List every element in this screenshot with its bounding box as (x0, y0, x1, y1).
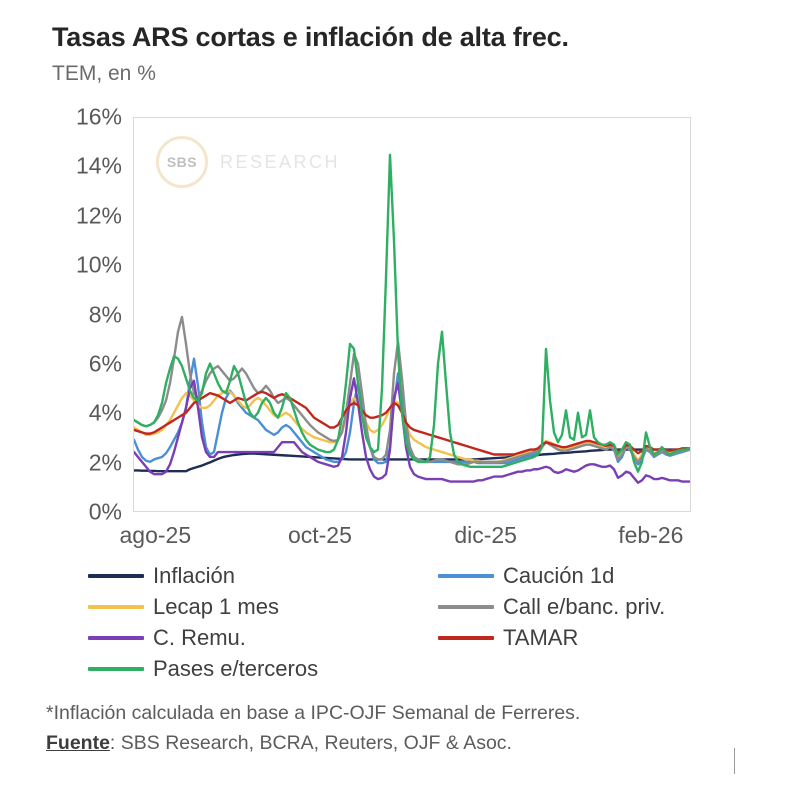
chart-notes: *Inflación calculada en base a IPC-OJF S… (46, 698, 766, 758)
x-axis-tick-label: ago-25 (119, 522, 192, 548)
y-axis-labels: 0% 2% 4% 6% 8% 10% 12% 14% 16% (0, 100, 128, 525)
legend-label: Call e/banc. priv. (503, 593, 666, 619)
series-line (134, 315, 690, 466)
y-axis-tick-label: 8% (88, 301, 122, 327)
chart-subtitle: TEM, en % (52, 62, 156, 85)
y-axis-tick-label: 12% (75, 202, 122, 229)
chart-legend: Inflación Caución 1d Lecap 1 mes Call e/ban… (88, 560, 748, 684)
legend-color-swatch (88, 666, 144, 671)
source-label: Fuente (46, 732, 110, 754)
legend-item[interactable]: C. Remu. (88, 625, 438, 651)
legend-item[interactable]: Lecap 1 mes (88, 594, 438, 620)
series-line (134, 448, 690, 473)
plot-area: SBS RESEARCH (133, 117, 691, 512)
source-text: : SBS Research, BCRA, Reuters, OJF & Aso… (109, 732, 512, 754)
y-axis-tick-label: 14% (75, 152, 122, 179)
legend-color-swatch (438, 635, 494, 640)
watermark-label: RESEARCH (220, 151, 341, 172)
page-title: Tasas ARS cortas e inflación de alta fre… (52, 22, 569, 52)
legend-color-swatch (438, 573, 494, 578)
y-axis-tick-label: 10% (75, 251, 122, 278)
source-line: Fuente: SBS Research, BCRA, Reuters, OJF… (46, 728, 766, 758)
legend-label: Inflación (153, 562, 235, 588)
sbs-logo-icon: SBS (156, 136, 208, 188)
legend-color-swatch (88, 573, 144, 578)
y-axis-tick-label: 4% (88, 399, 122, 426)
legend-color-swatch (88, 604, 144, 609)
legend-item[interactable]: TAMAR (438, 625, 748, 651)
legend-item[interactable]: Call e/banc. priv. (438, 594, 748, 620)
chart-container: 0% 2% 4% 6% 8% 10% 12% 14% 16% SBS RESEARCH ago-… (0, 100, 800, 548)
legend-label: Pases e/terceros (153, 655, 319, 681)
series-line (134, 390, 690, 456)
y-axis-tick-label: 0% (88, 498, 122, 525)
legend-color-swatch (88, 635, 144, 640)
y-axis-tick-label: 2% (88, 449, 122, 476)
x-axis-tick-label: feb-26 (618, 522, 684, 548)
text-caret (734, 748, 735, 774)
series-line (134, 153, 690, 473)
series-line (134, 377, 690, 484)
x-axis-tick-label: dic-25 (454, 522, 517, 548)
y-axis-tick-label: 16% (75, 103, 122, 130)
legend-label: Lecap 1 mes (153, 593, 279, 619)
legend-color-swatch (438, 604, 494, 609)
footnote-line: *Inflación calculada en base a IPC-OJF S… (46, 702, 581, 724)
legend-label: C. Remu. (153, 624, 246, 650)
legend-label: TAMAR (503, 624, 579, 650)
legend-grid: Inflación Caución 1d Lecap 1 mes Call e/ban… (88, 560, 748, 684)
sbs-research-watermark: SBS RESEARCH (156, 136, 340, 188)
legend-item[interactable]: Caución 1d (438, 563, 748, 589)
line-chart-svg (134, 153, 690, 484)
legend-label: Caución 1d (503, 562, 615, 588)
y-axis-tick-label: 6% (88, 350, 122, 377)
legend-item[interactable]: Pases e/terceros (88, 656, 438, 682)
x-axis-tick-label: oct-25 (287, 522, 352, 548)
legend-item[interactable]: Inflación (88, 563, 438, 589)
x-axis-labels: ago-25 oct-25 dic-25 feb-26 (0, 522, 800, 562)
